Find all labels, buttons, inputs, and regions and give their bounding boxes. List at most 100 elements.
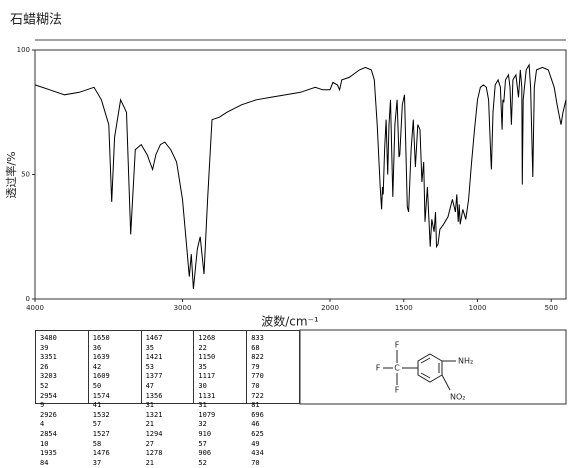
peak-transmittance: 35 [198,362,207,371]
peak-column: 146735 142153 137747 135631 132121 129427 1278… [142,331,195,467]
peak-wavenumber: 3351 [40,353,57,362]
peak-row: 285410 [40,430,88,449]
atom-label: NH₂ [458,357,473,366]
peak-transmittance: 42 [92,362,102,371]
y-tick-label: 100 [17,46,30,54]
peak-wavenumber: 1131 [198,391,216,400]
peak-row: 107932 [198,411,246,430]
peak-row: 115035 [198,353,246,372]
y-axis-label: 透过率/% [4,151,18,198]
peak-transmittance: 57 [198,439,207,448]
peak-wavenumber: 1574 [92,391,110,400]
peak-transmittance: 50 [92,381,102,390]
peak-row: 69646 [251,411,299,430]
peak-wavenumber: 1650 [92,334,110,342]
peak-wavenumber: 3203 [40,372,57,381]
peak-row: 163942 [93,353,141,372]
page: 石蜡糊法 波数/cm⁻¹ 透过率/% F F F C NH₂ NO₂ 0 50 100 4000… [4,12,567,467]
x-tick-label: 1500 [395,304,413,312]
atom-label: C [394,364,400,373]
peak-row: 320352 [40,372,88,391]
x-tick-label: 1000 [469,304,487,312]
peak-wavenumber: 1639 [92,353,110,362]
peak-row: 153257 [93,411,141,430]
peak-row: 152758 [93,430,141,449]
peak-row: 43470 [251,449,299,468]
atom-label: F [376,364,381,373]
peak-transmittance: 35 [145,343,155,352]
peak-transmittance: 31 [145,401,155,410]
peak-transmittance: 52 [198,458,207,467]
peak-row: 111730 [198,372,246,391]
peak-row: 29264 [40,411,88,430]
peak-wavenumber: 1150 [198,353,216,362]
peak-transmittance: 9 [40,401,45,410]
peak-transmittance: 27 [145,439,155,448]
peak-transmittance: 52 [40,381,49,390]
peak-row: 72281 [251,392,299,411]
peak-wavenumber: 1421 [145,353,163,362]
peak-wavenumber: 1079 [198,410,216,419]
peak-row: 126822 [198,334,246,353]
peak-wavenumber: 770 [251,372,264,381]
peak-row: 62549 [251,430,299,449]
peak-wavenumber: 1356 [145,391,163,400]
peak-wavenumber: 1532 [92,410,110,419]
peak-transmittance: 84 [40,458,49,467]
peak-row: 132121 [146,411,194,430]
peak-row: 77070 [251,372,299,391]
peak-transmittance: 58 [92,439,102,448]
peak-transmittance: 31 [198,401,207,410]
peak-row: 113131 [198,392,246,411]
peak-wavenumber: 1467 [145,334,163,342]
peak-transmittance: 46 [251,420,260,429]
peak-transmittance: 36 [92,343,102,352]
peak-wavenumber: 2854 [40,429,57,438]
peak-wavenumber: 1377 [145,372,163,381]
peak-transmittance: 49 [251,439,260,448]
atom-label: NO₂ [450,393,466,402]
peak-wavenumber: 625 [251,429,264,438]
peak-transmittance: 21 [145,458,155,467]
peak-row: 348039 [40,334,88,353]
x-tick-label: 4000 [26,304,44,312]
peak-transmittance: 68 [251,343,260,352]
peak-transmittance: 47 [145,381,155,390]
peak-wavenumber: 822 [251,353,264,362]
peak-row: 137747 [146,372,194,391]
x-tick-label: 500 [545,304,558,312]
peak-column: 165036 163942 160950 157441 153257 152758 1476… [89,331,142,467]
peak-column: 83368 82279 77070 72281 69646 62549 43470 [247,331,299,467]
peak-transmittance: 21 [145,420,155,429]
peak-wavenumber: 696 [251,410,264,419]
peak-transmittance: 4 [40,420,45,429]
peak-row: 82279 [251,353,299,372]
x-axis-label: 波数/cm⁻¹ [261,314,319,329]
structure-box [299,329,567,405]
title: 石蜡糊法 [10,12,62,28]
peak-wavenumber: 910 [198,429,212,438]
peak-row: 146735 [146,334,194,353]
peak-wavenumber: 3480 [40,334,57,342]
atom-label: F [395,386,400,395]
peak-row: 157441 [93,392,141,411]
x-tick-label: 3000 [174,304,192,312]
peak-wavenumber: 1609 [92,372,110,381]
peak-transmittance: 70 [251,458,260,467]
peak-wavenumber: 1527 [92,429,110,438]
peak-column: 348039 335126 320352 29549 29264 285410 193584 [36,331,89,467]
peak-row: 90652 [198,449,246,468]
peak-wavenumber: 1278 [145,449,163,458]
peak-transmittance: 10 [40,439,49,448]
peak-table: 348039 335126 320352 29549 29264 285410 193584… [35,330,300,467]
peak-transmittance: 57 [92,420,102,429]
peak-row: 160950 [93,372,141,391]
peak-row: 129427 [146,430,194,449]
atom-label: F [395,341,400,350]
y-tick-label: 50 [21,171,30,179]
peak-transmittance: 53 [145,362,155,371]
chart: 石蜡糊法 波数/cm⁻¹ 透过率/% F F F C NH₂ NO₂ 0 50 100 4000… [4,12,567,405]
peak-wavenumber: 2926 [40,410,57,419]
spectrum-line [34,63,567,290]
peak-row: 135631 [146,392,194,411]
